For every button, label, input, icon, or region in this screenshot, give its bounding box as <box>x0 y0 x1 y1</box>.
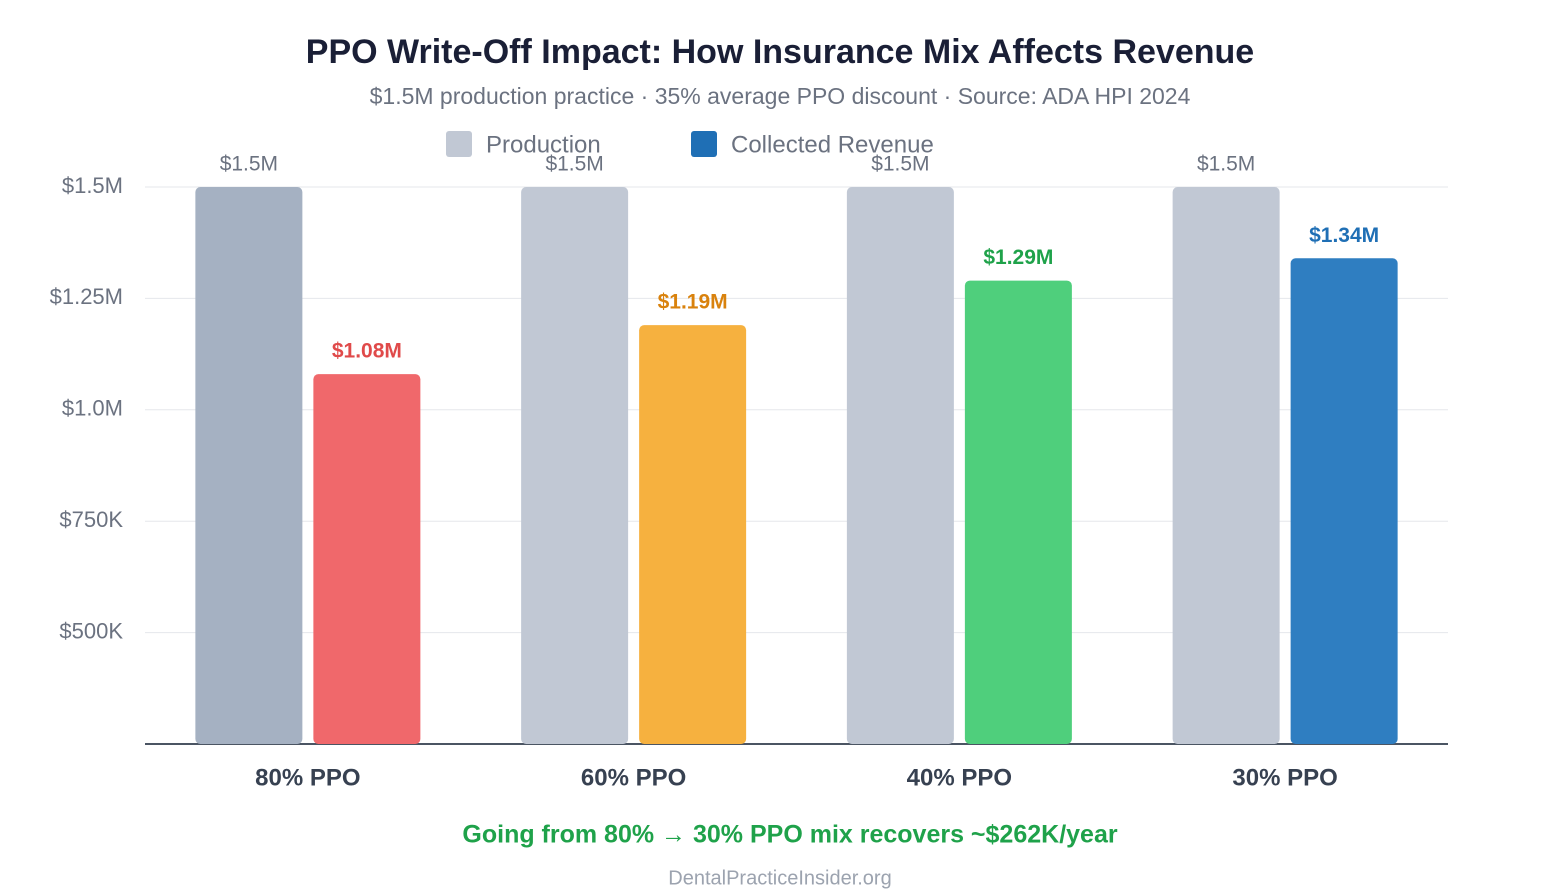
value-label: $1.5M <box>871 153 929 176</box>
y-tick-label: $1.25M <box>50 284 123 309</box>
x-tick-label: 40% PPO <box>907 764 1012 791</box>
annotation: Going from 80% → 30% PPO mix recovers ~$… <box>462 821 1117 849</box>
value-label: $1.34M <box>1309 224 1379 247</box>
value-label: $1.19M <box>658 291 728 314</box>
x-tick-label: 80% PPO <box>255 764 360 791</box>
bar <box>1172 187 1280 744</box>
source: DentalPracticeInsider.org <box>668 867 891 889</box>
legend-label: Collected Revenue <box>731 131 934 158</box>
value-label: $1.5M <box>545 153 603 176</box>
x-tick-label: 30% PPO <box>1232 764 1337 791</box>
chart-title: PPO Write-Off Impact: How Insurance Mix … <box>306 33 1254 71</box>
chart-subtitle: $1.5M production practice · 35% average … <box>370 83 1191 109</box>
legend-swatch <box>691 131 717 157</box>
y-tick-label: $750K <box>59 507 123 532</box>
x-tick-label: 60% PPO <box>581 764 686 791</box>
bar <box>846 187 954 744</box>
legend-swatch <box>446 131 472 157</box>
value-label: $1.29M <box>983 246 1053 269</box>
bar <box>195 187 303 744</box>
bar <box>521 187 629 744</box>
value-label: $1.08M <box>332 340 402 363</box>
bar <box>313 374 421 744</box>
value-label: $1.5M <box>1197 153 1255 176</box>
value-label: $1.5M <box>220 153 278 176</box>
y-tick-label: $1.0M <box>62 396 123 421</box>
bar <box>964 280 1072 744</box>
bar <box>639 325 747 744</box>
y-tick-label: $1.5M <box>62 173 123 198</box>
bar <box>1290 258 1398 744</box>
y-tick-label: $500K <box>59 618 123 643</box>
legend-label: Production <box>486 131 601 158</box>
